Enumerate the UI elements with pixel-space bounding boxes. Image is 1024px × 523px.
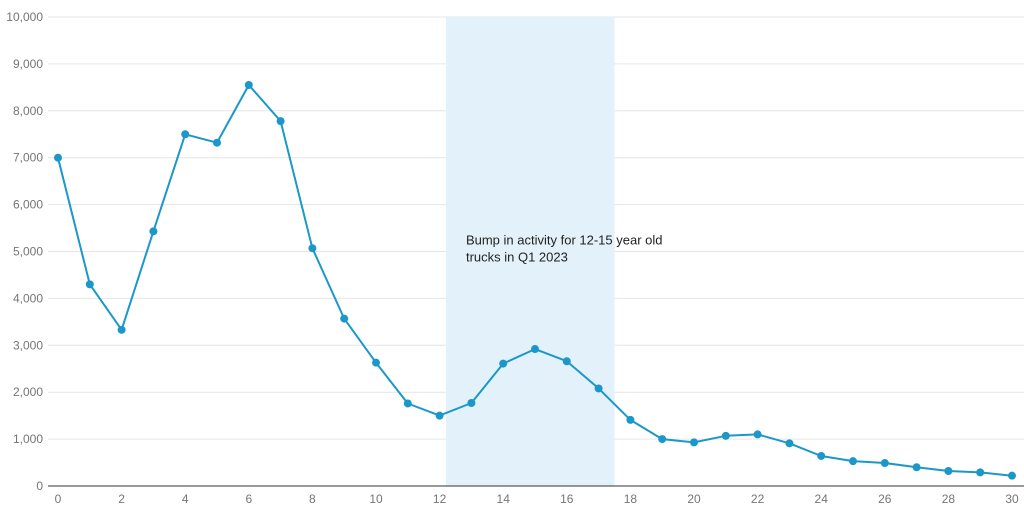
x-tick-label: 24 xyxy=(815,492,829,506)
annotation-line-1: Bump in activity for 12-15 year old xyxy=(466,232,663,247)
data-point xyxy=(849,457,857,466)
x-tick-label: 28 xyxy=(942,492,956,506)
annotation-line-2: trucks in Q1 2023 xyxy=(466,249,568,264)
data-point xyxy=(467,398,476,407)
data-point xyxy=(244,81,253,90)
data-point xyxy=(117,325,126,334)
y-tick-label: 8,000 xyxy=(13,104,43,118)
data-point xyxy=(753,430,762,439)
y-axis-labels: 0 1,000 2,000 3,000 4,000 5,000 6,000 7,000 8,00… xyxy=(6,10,43,493)
data-point xyxy=(562,357,571,366)
x-tick-label: 20 xyxy=(687,492,701,506)
data-point xyxy=(976,468,985,477)
data-point xyxy=(912,463,921,472)
data-point xyxy=(213,138,221,147)
x-tick-label: 2 xyxy=(118,492,125,506)
y-tick-label: 4,000 xyxy=(13,291,43,305)
data-point xyxy=(181,130,190,139)
y-tick-label: 3,000 xyxy=(13,338,43,352)
x-tick-label: 0 xyxy=(55,492,62,506)
x-tick-label: 6 xyxy=(245,492,252,506)
highlight-band xyxy=(445,17,615,486)
y-tick-label: 1,000 xyxy=(13,432,43,446)
data-point xyxy=(626,415,635,424)
x-tick-label: 30 xyxy=(1005,492,1019,506)
y-tick-label: 5,000 xyxy=(13,245,43,259)
data-point xyxy=(54,153,62,162)
data-point xyxy=(149,227,158,236)
x-tick-label: 12 xyxy=(433,492,447,506)
data-point xyxy=(435,411,444,420)
data-point xyxy=(880,459,889,468)
data-point xyxy=(276,117,285,126)
data-point xyxy=(594,384,603,393)
x-tick-label: 4 xyxy=(182,492,189,506)
data-point xyxy=(499,359,508,368)
data-point xyxy=(1008,471,1016,480)
y-tick-label: 0 xyxy=(36,479,43,493)
data-points xyxy=(54,81,1016,480)
data-point xyxy=(403,399,412,408)
x-tick-label: 14 xyxy=(497,492,511,506)
data-point xyxy=(340,314,349,323)
x-tick-label: 22 xyxy=(751,492,765,506)
data-point xyxy=(944,466,953,475)
x-tick-label: 10 xyxy=(369,492,383,506)
data-point xyxy=(308,244,317,253)
x-tick-label: 16 xyxy=(560,492,574,506)
data-point xyxy=(690,438,698,447)
y-tick-label: 2,000 xyxy=(13,385,43,399)
data-point xyxy=(658,435,667,444)
data-point xyxy=(785,439,794,448)
x-tick-label: 8 xyxy=(309,492,316,506)
y-tick-label: 7,000 xyxy=(13,151,43,165)
y-tick-label: 9,000 xyxy=(13,57,43,71)
x-tick-label: 26 xyxy=(878,492,892,506)
y-tick-label: 10,000 xyxy=(6,10,43,24)
x-tick-label: 18 xyxy=(624,492,638,506)
y-tick-label: 6,000 xyxy=(13,198,43,212)
x-axis-labels: 0 2 4 6 8 10 12 14 16 18 20 22 24 26 28 30 xyxy=(55,492,1019,506)
data-point xyxy=(531,345,539,354)
data-point xyxy=(85,280,94,289)
data-point xyxy=(372,358,380,367)
data-point xyxy=(817,451,826,460)
data-point xyxy=(721,431,730,440)
